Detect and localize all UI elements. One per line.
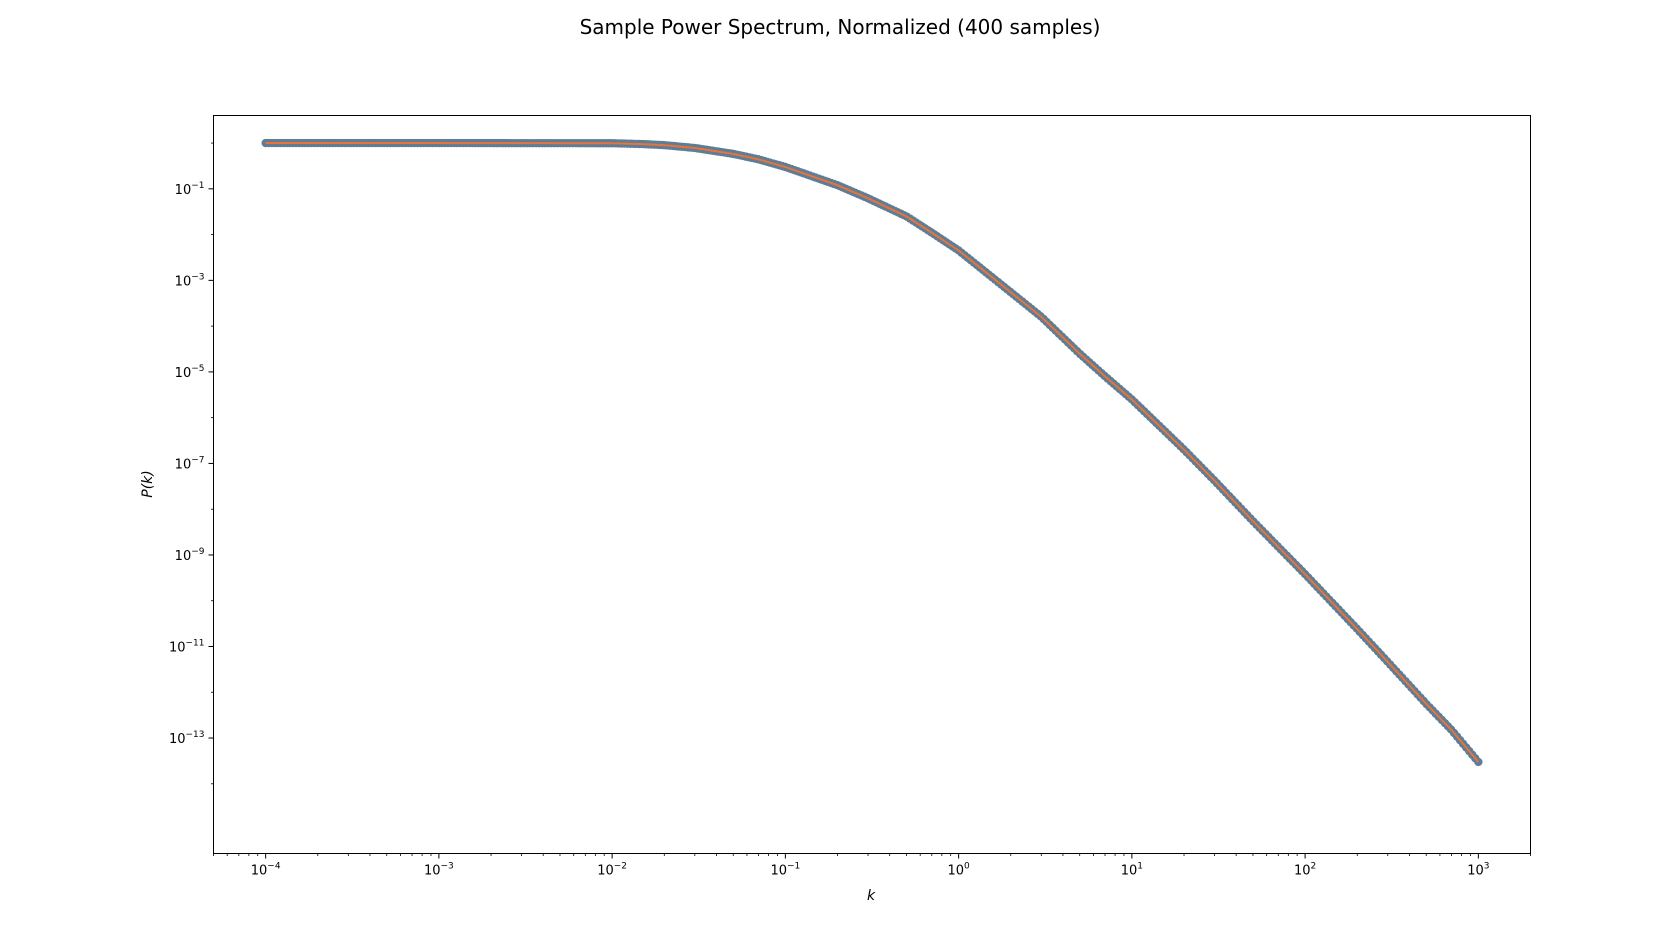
y-tick-label: 10−7 [175, 455, 205, 472]
y-tick-label: 10−5 [175, 364, 205, 381]
y-axis-ticks: 10−1 10−3 10−5 10−7 10−9 10−11 10−13 [169, 142, 214, 785]
y-tick-label: 10−1 [175, 181, 205, 198]
x-tick-label: 100 [947, 862, 970, 879]
x-tick-label: 10−2 [597, 862, 627, 879]
y-tick-label: 10−9 [175, 547, 205, 564]
x-tick-label: 103 [1467, 862, 1489, 879]
x-axis-ticks: 10−4 10−3 10−2 10−1 100 101 102 103 [213, 853, 1531, 879]
y-tick-label: 10−13 [169, 730, 205, 747]
x-tick-label: 10−1 [770, 862, 800, 879]
y-axis-label: P(k) [140, 470, 156, 497]
x-tick-label: 102 [1294, 862, 1316, 879]
chart-title: Sample Power Spectrum, Normalized (400 s… [580, 15, 1101, 39]
x-tick-label: 101 [1121, 862, 1143, 879]
plot-area-frame [213, 115, 1531, 854]
x-tick-label: 10−4 [251, 862, 281, 879]
series-line [265, 142, 1480, 763]
data-markers [261, 138, 1483, 767]
x-tick-label: 10−3 [424, 862, 454, 879]
data-line [265, 142, 1480, 763]
y-tick-label: 10−3 [175, 272, 205, 289]
y-tick-label: 10−11 [169, 638, 205, 655]
x-axis-label: k [867, 888, 876, 904]
